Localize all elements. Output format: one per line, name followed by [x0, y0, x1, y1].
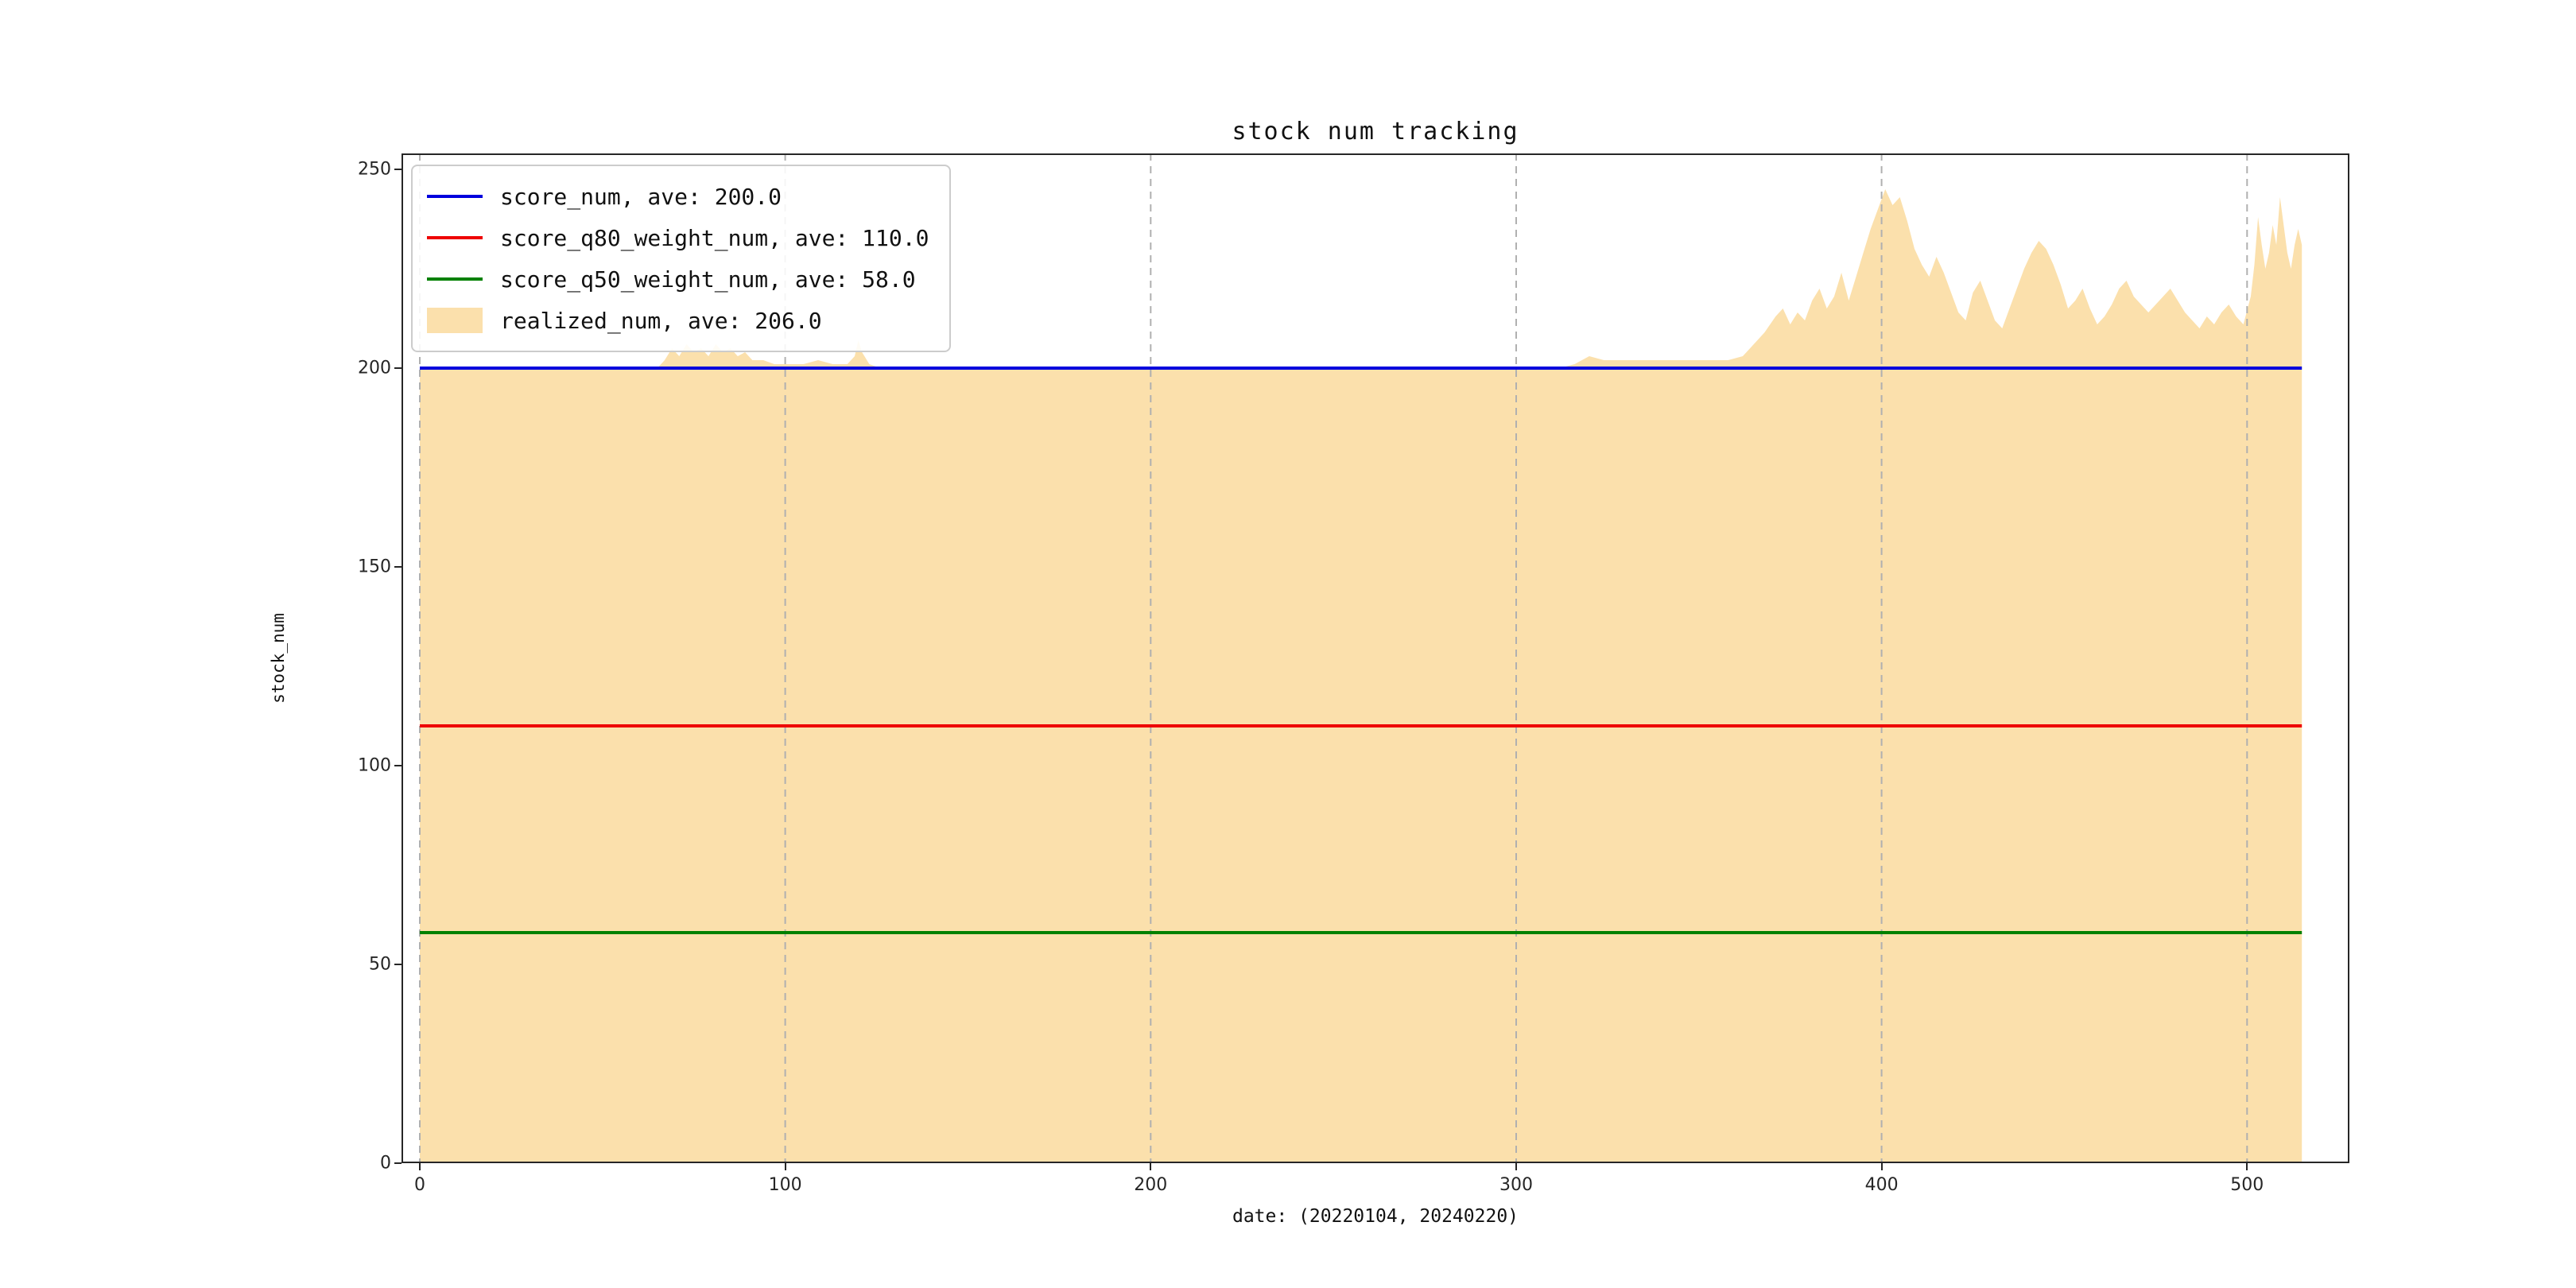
x-tick-mark — [418, 1163, 421, 1170]
plot-area: score_num, ave: 200.0 score_q80_weight_n… — [402, 153, 2349, 1163]
legend-item-realized-num: realized_num, ave: 206.0 — [427, 300, 929, 341]
x-tick-label: 200 — [1134, 1175, 1168, 1195]
x-axis-label: date: (20220104, 20240220) — [1232, 1206, 1519, 1227]
x-tick-mark — [1515, 1163, 1517, 1170]
legend-label-score-num: score_num, ave: 200.0 — [500, 183, 782, 210]
y-tick-mark — [394, 1162, 402, 1164]
legend-item-score-q50-weight-num: score_q50_weight_num, ave: 58.0 — [427, 258, 929, 300]
y-tick-mark — [394, 169, 402, 170]
x-tick-mark — [1880, 1163, 1883, 1170]
y-tick-label: 100 — [358, 755, 391, 776]
y-axis-label: stock_num — [269, 613, 288, 704]
x-tick-mark — [2246, 1163, 2248, 1170]
legend-line-swatch-blue — [427, 195, 483, 198]
legend: score_num, ave: 200.0 score_q80_weight_n… — [411, 165, 952, 352]
legend-line-swatch-red — [427, 236, 483, 239]
y-tick-mark — [394, 964, 402, 965]
y-tick-label: 250 — [358, 159, 391, 180]
chart-canvas — [402, 153, 2349, 1163]
legend-item-score-num: score_num, ave: 200.0 — [427, 176, 929, 217]
y-tick-label: 200 — [358, 358, 391, 378]
x-tick-label: 100 — [768, 1175, 802, 1195]
legend-item-score-q80-weight-num: score_q80_weight_num, ave: 110.0 — [427, 217, 929, 258]
legend-line-swatch-green — [427, 277, 483, 281]
legend-label-score-q80-weight-num: score_q80_weight_num, ave: 110.0 — [500, 224, 929, 251]
x-tick-mark — [784, 1163, 786, 1170]
x-tick-label: 500 — [2230, 1175, 2264, 1195]
x-tick-label: 0 — [413, 1175, 425, 1195]
y-tick-label: 0 — [380, 1153, 391, 1174]
y-tick-mark — [394, 367, 402, 369]
legend-patch-swatch-realized — [427, 308, 483, 333]
x-tick-mark — [1150, 1163, 1152, 1170]
x-tick-label: 400 — [1864, 1175, 1899, 1195]
y-tick-label: 50 — [369, 954, 391, 975]
legend-label-score-q50-weight-num: score_q50_weight_num, ave: 58.0 — [500, 266, 916, 293]
x-tick-label: 300 — [1499, 1175, 1533, 1195]
legend-label-realized-num: realized_num, ave: 206.0 — [500, 307, 822, 334]
y-tick-label: 150 — [358, 557, 391, 577]
y-tick-mark — [394, 566, 402, 568]
y-tick-mark — [394, 765, 402, 766]
chart-title: stock num tracking — [1232, 118, 1519, 145]
